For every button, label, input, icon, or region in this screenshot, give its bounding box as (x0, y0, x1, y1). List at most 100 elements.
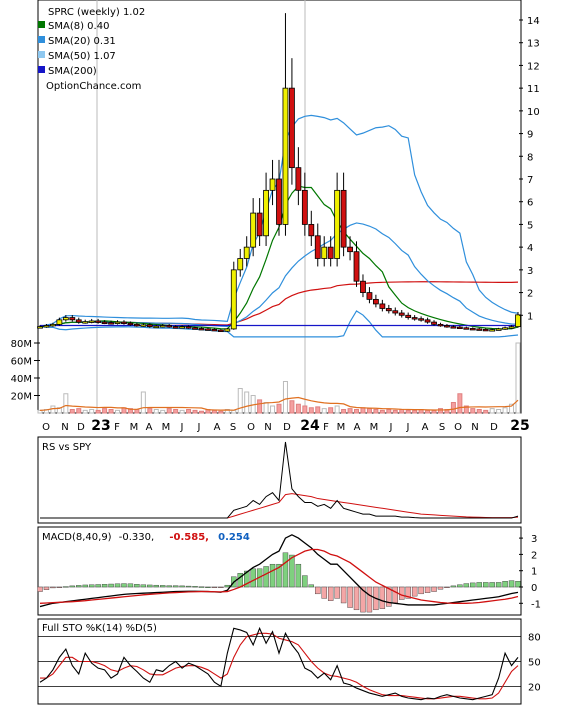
x-axis-label: 23 (91, 418, 110, 434)
macd-tick-label: 2 (531, 550, 537, 561)
volume-bar (153, 409, 159, 414)
macd-tick-label: 3 (531, 534, 537, 545)
candle-body (347, 246, 353, 253)
volume-bar (502, 407, 508, 414)
volume-bar (69, 409, 75, 414)
macd-histogram-bar (347, 586, 353, 608)
macd-histogram-bar (282, 552, 289, 588)
candle-body (398, 312, 405, 316)
candle-body (289, 87, 295, 169)
x-axis-label: 24 (300, 418, 320, 434)
macd-histogram-bar (405, 586, 411, 599)
price-y-axis: 14 13 12 11 10 9 8 7 6 5 4 3 2 1 (519, 16, 540, 322)
volume-y-axis: 80M 60M 40M 20M (11, 339, 40, 403)
volume-tick-label: 80M (11, 339, 32, 350)
legend-sma8: SMA(8) 0.40 (48, 21, 109, 32)
macd-histogram-bar (263, 566, 269, 588)
macd-panel: 3 2 1 0 -1 MACD(8,40,9) -0.330, -0.585, 0.25… (37, 526, 541, 616)
x-axis-label: M (337, 422, 346, 433)
volume-bar (412, 409, 418, 414)
candle-body (69, 317, 76, 321)
candle-body (179, 326, 186, 329)
candle-body (263, 189, 269, 237)
candle-body (243, 246, 250, 259)
macd-histogram-bar (327, 586, 334, 601)
volume-bar (379, 409, 385, 414)
volume-bar (160, 409, 166, 414)
x-axis-label: A (214, 422, 221, 433)
candle-body (269, 178, 276, 191)
volume-bar (63, 393, 69, 414)
price-tick-label: 10 (527, 107, 540, 118)
candle-body (146, 324, 153, 328)
macd-histogram-bar (444, 586, 450, 589)
volume-bar (244, 391, 250, 414)
price-tick-label: 3 (527, 266, 533, 277)
volume-bar (257, 399, 263, 414)
volume-bar (341, 409, 347, 414)
candle-body (405, 314, 412, 318)
volume-bar (431, 409, 437, 414)
volume-bar (76, 408, 82, 414)
macd-histogram-bar (340, 586, 347, 604)
candle-body (62, 317, 69, 321)
volume-bar (282, 381, 288, 414)
candle-body (185, 326, 192, 329)
volume-bar (218, 410, 224, 414)
candle-body (211, 328, 218, 332)
volume-bar (354, 409, 360, 414)
macd-y-axis: 3 2 1 0 -1 (519, 534, 541, 610)
macd-histogram-bar (302, 575, 308, 588)
macd-histogram-bar (108, 583, 114, 588)
volume-bar (509, 403, 515, 414)
macd-histogram-bar (250, 568, 256, 588)
volume-bar (308, 407, 314, 414)
x-axis-label: J (197, 422, 201, 433)
volume-bar (198, 410, 204, 414)
macd-histogram-bar (424, 586, 431, 593)
candle-body (217, 329, 224, 332)
x-axis-label: S (439, 422, 445, 433)
macd-histogram-bar (450, 585, 457, 588)
x-axis-label: O (247, 422, 255, 433)
price-tick-label: 11 (527, 84, 540, 95)
macd-histogram-bar (463, 583, 470, 588)
macd-histogram-bar (63, 586, 69, 588)
macd-histogram-bar (321, 586, 327, 599)
macd-histogram-bar (289, 554, 295, 588)
candle-body (321, 246, 328, 259)
volume-bar (437, 408, 443, 414)
volume-bar (386, 409, 392, 414)
x-axis-label: M (162, 422, 171, 433)
volume-bar (457, 393, 463, 414)
macd-histogram-bar (37, 586, 43, 592)
macd-histogram-bar (147, 584, 153, 588)
candle-body (431, 321, 437, 325)
macd-histogram-bar (134, 584, 140, 588)
candle-body (153, 325, 160, 329)
sto-tick-label: 50 (528, 658, 541, 669)
candle-body (489, 329, 496, 332)
volume-bar (127, 408, 133, 414)
macd-histogram-bar (224, 584, 231, 588)
volume-bar (483, 409, 489, 414)
legend-sma200: SMA(200) (48, 66, 97, 77)
sto-tick-label: 20 (528, 682, 541, 693)
macd-histogram-bar (166, 585, 172, 588)
candle-body (256, 212, 263, 237)
candle-body (82, 321, 89, 324)
x-axis-label: J (389, 422, 393, 433)
macd-line (39, 534, 519, 608)
candle-body (508, 326, 515, 329)
candle-body (379, 303, 386, 309)
macd-signal-value: -0.585, (169, 532, 209, 543)
volume-average-line (39, 396, 519, 411)
rs-line (40, 441, 519, 519)
rs-lines (40, 441, 519, 519)
volume-bar (140, 391, 146, 414)
legend-sma50: SMA(50) 1.07 (48, 51, 116, 62)
candle-body (250, 212, 257, 248)
candle-body (108, 322, 114, 325)
volume-bar (463, 405, 469, 414)
x-axis-label: S (230, 422, 236, 433)
